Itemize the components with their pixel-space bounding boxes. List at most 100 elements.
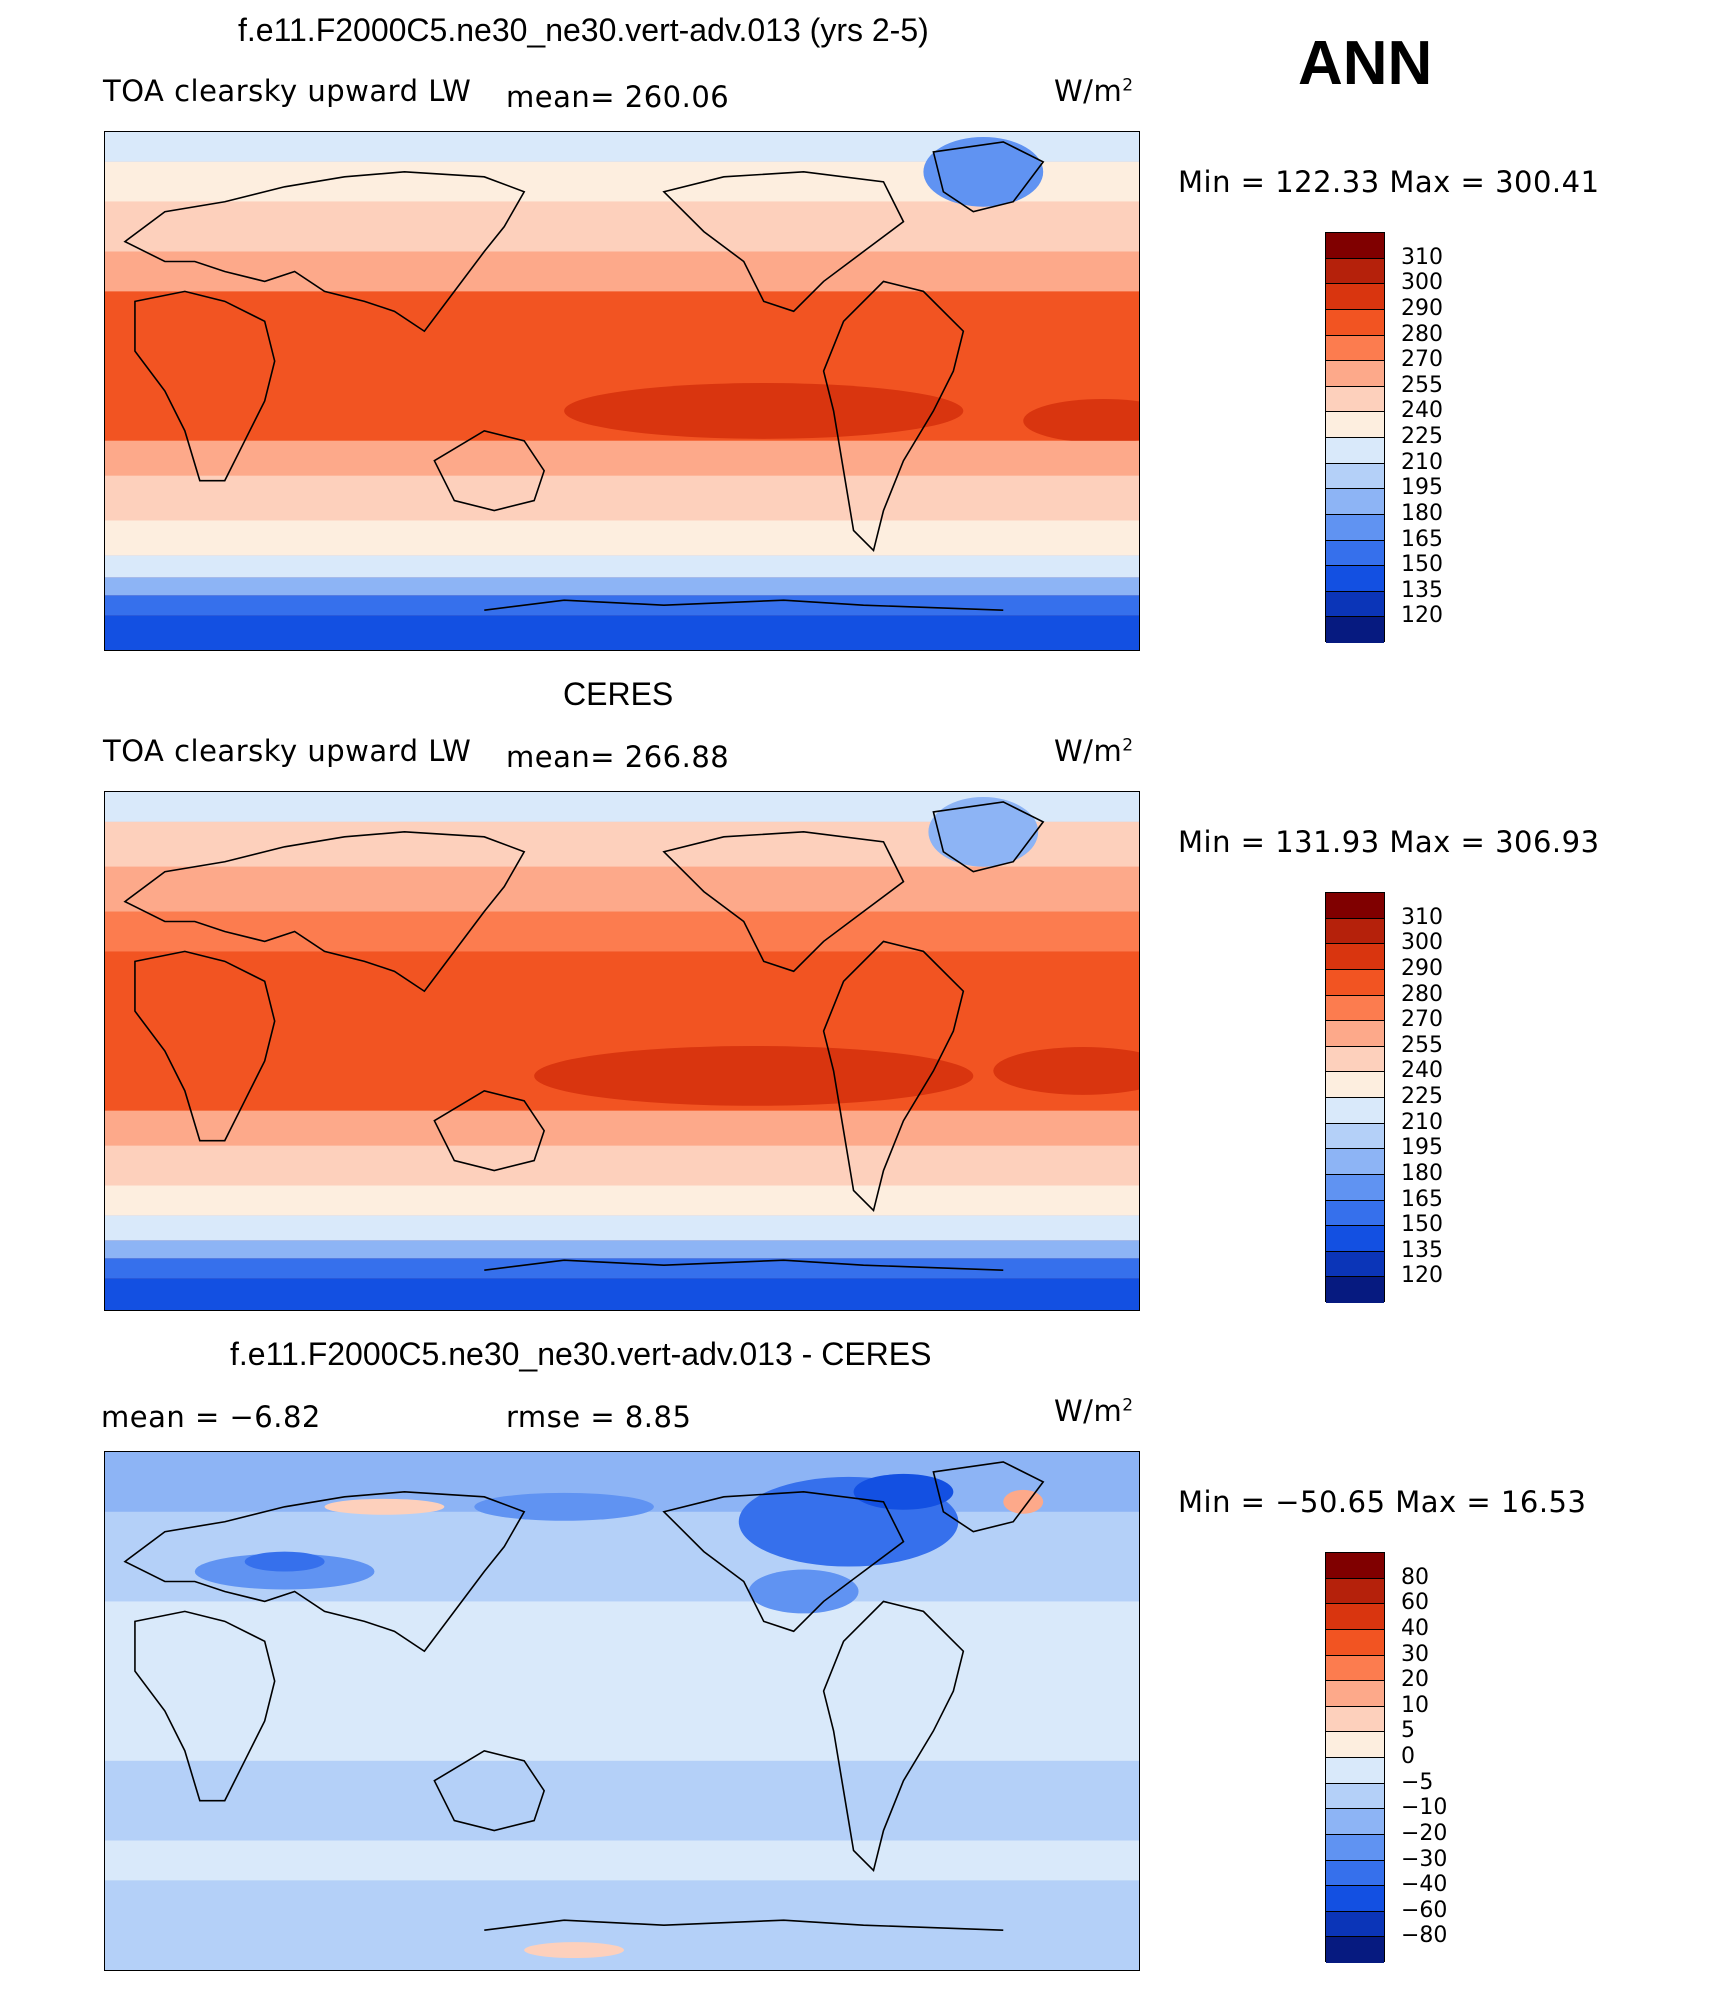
map-warm-pool-east — [534, 1046, 974, 1106]
colorbar-swatch — [1326, 1655, 1384, 1682]
colorbar-tick-label: 280 — [1401, 981, 1443, 1007]
panel3-map-svg — [105, 1452, 1139, 1970]
season-label: ANN — [1298, 29, 1433, 98]
map-band-south-sub — [105, 1110, 1139, 1146]
colorbar-tick-label: 40 — [1401, 1615, 1429, 1641]
panel2-mean-label: mean= 266.88 — [506, 740, 730, 774]
map-band-south-mid — [105, 1145, 1139, 1186]
colorbar-swatch — [1326, 540, 1384, 567]
panel2-variable-label: TOA clearsky upward LW — [103, 734, 472, 768]
colorbar-tick-label: 280 — [1401, 321, 1443, 347]
colorbar-tick-label: 270 — [1401, 347, 1443, 373]
colorbar-tick-label: −10 — [1401, 1795, 1448, 1821]
colorbar-tick-label: 80 — [1401, 1564, 1429, 1590]
colorbar-swatch — [1326, 944, 1384, 970]
colorbar-tick-label: 180 — [1401, 500, 1443, 526]
colorbar-tick-label: 270 — [1401, 1007, 1443, 1033]
colorbar-tick-label: 255 — [1401, 1032, 1443, 1058]
colorbar-swatch — [1326, 1149, 1384, 1175]
colorbar-swatch — [1326, 1758, 1384, 1784]
colorbar-swatch — [1326, 1937, 1384, 1963]
map-band-north-sub — [105, 251, 1139, 292]
panel1-colorbar — [1325, 232, 1385, 643]
colorbar-tick-label: 310 — [1401, 244, 1443, 270]
colorbar-swatch — [1326, 1046, 1384, 1073]
colorbar-tick-label: 240 — [1401, 1058, 1443, 1084]
map-anomaly-siberia — [324, 1498, 445, 1515]
map-band-antarctica — [105, 615, 1139, 650]
colorbar-tick-label: 60 — [1401, 1590, 1429, 1616]
colorbar-swatch — [1326, 514, 1384, 541]
colorbar-swatch — [1326, 1553, 1384, 1579]
colorbar-tick-label: 240 — [1401, 398, 1443, 424]
panel1-units-label: W/m2 — [1054, 74, 1134, 108]
colorbar-swatch — [1326, 1174, 1384, 1201]
map-warm-pool-east — [564, 383, 964, 439]
colorbar-swatch — [1326, 1251, 1384, 1278]
panel3-rmse-label: rmse = 8.85 — [506, 1400, 692, 1434]
colorbar-tick-label: 135 — [1401, 1237, 1443, 1263]
map-coastlines — [123, 1461, 1045, 1931]
colorbar-tick-label: −5 — [1401, 1769, 1434, 1795]
colorbar-swatch — [1326, 1629, 1384, 1656]
map-band-tropics — [105, 1601, 1139, 1761]
colorbar-swatch — [1326, 893, 1384, 919]
colorbar-swatch — [1326, 1123, 1384, 1150]
colorbar-swatch — [1326, 386, 1384, 413]
colorbar-swatch — [1326, 918, 1384, 945]
colorbar-tick-label: −60 — [1401, 1897, 1448, 1923]
panel1-title: f.e11.F2000C5.ne30_ne30.vert-adv.013 (yr… — [238, 12, 929, 48]
colorbar-tick-label: 195 — [1401, 1135, 1443, 1161]
colorbar-tick-label: 135 — [1401, 577, 1443, 603]
colorbar-tick-label: 0 — [1401, 1744, 1415, 1769]
panel2-colorbar — [1325, 892, 1385, 1303]
colorbar-swatch — [1326, 463, 1384, 490]
panel2-title: CERES — [563, 676, 674, 712]
colorbar-swatch — [1326, 1732, 1384, 1758]
colorbar-swatch — [1326, 489, 1384, 515]
map-warm-pool-atlantic — [993, 1047, 1139, 1095]
panel2-map-svg — [105, 792, 1139, 1310]
colorbar-swatch — [1326, 258, 1384, 285]
colorbar-tick-label: −80 — [1401, 1923, 1448, 1949]
map-warm-pool-atlantic — [1023, 398, 1139, 443]
colorbar-tick-label: 120 — [1401, 603, 1443, 629]
map-band-south-mid — [105, 1840, 1139, 1881]
panel2-minmax-label: Min = 131.93 Max = 306.93 — [1178, 825, 1600, 859]
colorbar-swatch — [1326, 335, 1384, 362]
map-coastlines — [123, 801, 1045, 1271]
map-band-north-mid — [105, 866, 1139, 912]
map-greenland — [928, 796, 1039, 867]
colorbar-tick-label: 225 — [1401, 424, 1443, 449]
map-anomaly-asia-2 — [244, 1551, 325, 1572]
panel1-map — [104, 131, 1140, 651]
colorbar-tick-label: 195 — [1401, 475, 1443, 501]
colorbar-swatch — [1326, 1860, 1384, 1887]
colorbar-swatch — [1326, 591, 1384, 618]
colorbar-swatch — [1326, 1604, 1384, 1630]
colorbar-swatch — [1326, 438, 1384, 464]
colorbar-tick-label: 300 — [1401, 270, 1443, 296]
colorbar-tick-label: 150 — [1401, 1212, 1443, 1238]
colorbar-swatch — [1326, 412, 1384, 438]
panel3-units-label: W/m2 — [1054, 1394, 1134, 1428]
colorbar-tick-label: −30 — [1401, 1846, 1448, 1872]
colorbar-swatch — [1326, 1200, 1384, 1227]
map-coastlines — [123, 141, 1045, 611]
panel3-colorbar — [1325, 1552, 1385, 1963]
colorbar-tick-label: 150 — [1401, 552, 1443, 578]
panel1-variable-label: TOA clearsky upward LW — [103, 74, 472, 108]
colorbar-tick-label: 165 — [1401, 526, 1443, 552]
map-band-north-mid — [105, 201, 1139, 252]
map-band-sea-ice — [105, 577, 1139, 596]
colorbar-tick-label: −40 — [1401, 1872, 1448, 1898]
map-greenland — [923, 136, 1044, 207]
map-band-south-high — [105, 520, 1139, 556]
colorbar-swatch — [1326, 1911, 1384, 1938]
panel3-mean-label: mean = −6.82 — [101, 1400, 321, 1434]
colorbar-tick-label: 300 — [1401, 930, 1443, 956]
colorbar-swatch — [1326, 1706, 1384, 1733]
panel3-minmax-label: Min = −50.65 Max = 16.53 — [1178, 1485, 1587, 1519]
colorbar-tick-label: 210 — [1401, 1109, 1443, 1135]
map-band-antarctica — [105, 1278, 1139, 1310]
